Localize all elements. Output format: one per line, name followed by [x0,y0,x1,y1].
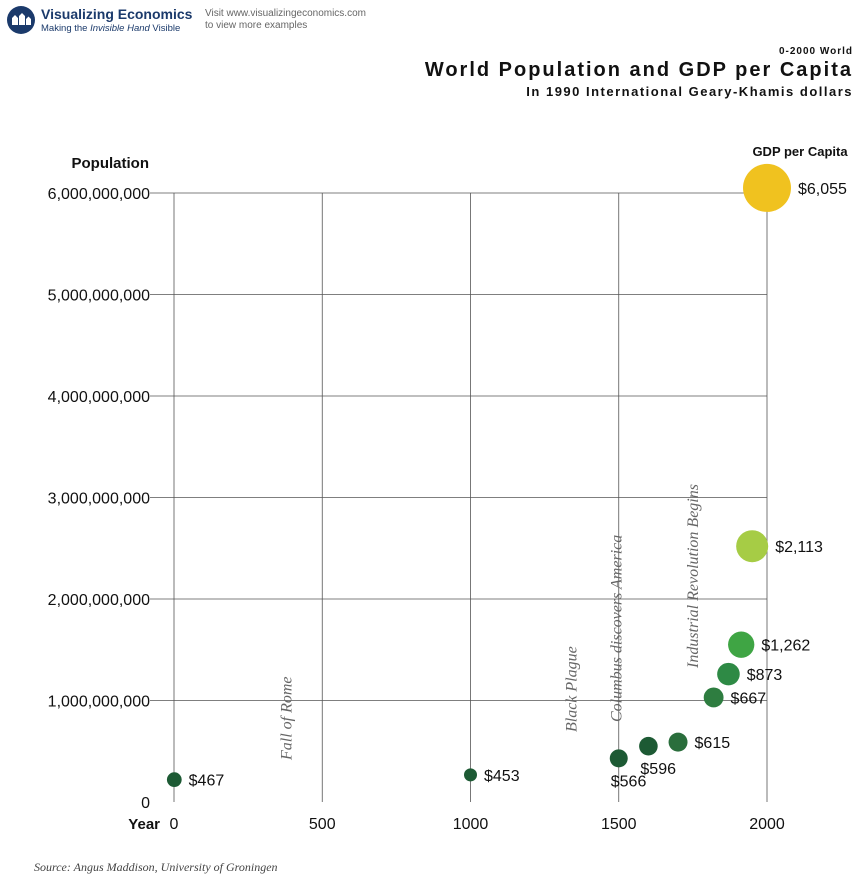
data-point [609,749,628,768]
data-label: $453 [484,768,520,785]
data-points [166,163,791,788]
site-logo[interactable]: Visualizing Economics Making the Invisib… [6,4,196,34]
data-point [717,662,740,686]
x-tick-label: 500 [309,816,336,833]
data-labels: $467 $453 $566$596 $615 $667 $873 $1,262 $2,113… [189,181,847,790]
x-tick-labels: 0 500 1000 1500 2000 [170,816,785,833]
data-point [736,530,769,563]
data-point [639,736,658,756]
data-point [464,768,477,782]
data-label: $1,262 [761,638,810,655]
chart-subtitle: In 1990 International Geary-Khamis dolla… [526,84,853,99]
y-tick-label: 6,000,000,000 [48,186,150,203]
grid-lines [150,192,768,802]
event-annotation: Fall of Rome [279,676,296,761]
x-tick-label: 1500 [601,816,637,833]
data-label: $467 [189,773,225,790]
y-tick-label: 5,000,000,000 [48,288,150,305]
visit-line-2: to view more examples [205,20,308,31]
data-point [728,631,755,658]
data-point [668,732,688,752]
logo-mark-icon [7,6,35,34]
size-legend-label: GDP per Capita [752,144,848,159]
logo-tagline: Making the Invisible Hand Visible [41,23,180,34]
y-tick-labels: 0 1,000,000,000 2,000,000,000 3,000,000,000… [48,186,150,812]
y-tick-label: 1,000,000,000 [48,694,150,711]
y-tick-label: 4,000,000,000 [48,389,150,406]
event-annotations: Fall of Rome Black Plague Columbus discove… [279,484,702,761]
logo-tagline-suffix: Visible [149,23,181,34]
chart-title-block: 0-2000 World World Population and GDP pe… [425,46,853,99]
y-axis-label: Population [72,155,150,172]
visit-line-1[interactable]: Visit www.visualizingeconomics.com [205,8,366,19]
data-label: $873 [747,667,783,684]
event-annotation: Black Plague [563,646,580,732]
data-label: $566 [611,773,647,790]
logo-tagline-emphasis: Invisible Hand [90,23,150,34]
logo-tagline-prefix: Making the [41,23,91,34]
data-label: $615 [695,735,731,752]
data-label: $667 [731,690,767,707]
x-axis-label: Year [128,816,160,833]
source-note: Source: Angus Maddison, University of Gr… [34,860,278,874]
y-tick-label: 0 [141,795,150,812]
y-tick-label: 3,000,000,000 [48,491,150,508]
logo-title: Visualizing Economics [41,6,193,22]
data-point [166,772,182,788]
x-tick-label: 1000 [453,816,489,833]
data-label: $596 [640,761,676,778]
y-tick-label: 2,000,000,000 [48,592,150,609]
event-annotation: Columbus discovers America [608,535,625,722]
data-point [743,163,791,212]
x-tick-label: 2000 [749,816,785,833]
visit-note[interactable]: Visit www.visualizingeconomics.com to vi… [205,8,366,32]
data-label: $6,055 [798,181,847,198]
chart-kicker: 0-2000 World [778,46,853,57]
x-tick-label: 0 [170,816,179,833]
chart-title: World Population and GDP per Capita [424,59,853,81]
data-label: $2,113 [775,539,823,556]
event-annotation: Industrial Revolution Begins [685,484,702,669]
data-point [703,687,724,708]
